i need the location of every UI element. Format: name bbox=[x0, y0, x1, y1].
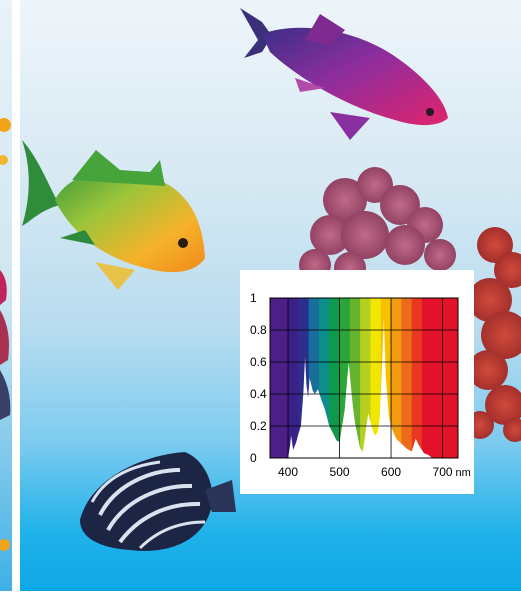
spectrum-band bbox=[339, 298, 351, 458]
spectrum-band bbox=[298, 298, 310, 458]
y-tick-label: 0 bbox=[250, 451, 257, 465]
spectrum-band bbox=[401, 298, 413, 458]
spectrum-band bbox=[270, 298, 289, 458]
spectrum-band bbox=[288, 298, 299, 458]
white-divider bbox=[12, 0, 20, 591]
plot-frame bbox=[269, 297, 459, 459]
left-strip-art bbox=[0, 118, 11, 551]
purple-coral bbox=[299, 167, 456, 284]
orange-fish-fragment bbox=[0, 155, 8, 165]
x-tick-label: 500 bbox=[330, 465, 350, 479]
spectrum-band bbox=[349, 298, 361, 458]
y-tick-label: 0.6 bbox=[250, 355, 267, 369]
spectrum-band bbox=[380, 298, 392, 458]
spectrum-band bbox=[360, 298, 371, 458]
x-tick-label: 400 bbox=[278, 465, 298, 479]
emission-curve-area bbox=[270, 317, 458, 458]
striped-angelfish bbox=[80, 452, 236, 551]
spectrum-chart-svg: 0 0.2 0.4 0.6 0.8 1 400 500 600 700 nm bbox=[250, 291, 471, 479]
spectrum-band bbox=[391, 298, 402, 458]
spectrum-band bbox=[318, 298, 330, 458]
gold-fish bbox=[22, 140, 205, 290]
x-tick-label: 700 bbox=[433, 465, 453, 479]
fish-fragment bbox=[0, 370, 11, 420]
magenta-fish bbox=[240, 8, 448, 140]
x-tick-label: 600 bbox=[381, 465, 401, 479]
red-coral bbox=[466, 227, 521, 442]
emission-curve-layer bbox=[270, 317, 458, 458]
y-tick-label: 0.2 bbox=[250, 419, 267, 433]
spectrum-band bbox=[308, 298, 320, 458]
x-axis-tick-labels: 400 500 600 700 nm bbox=[278, 465, 471, 479]
y-axis-tick-labels: 0 0.2 0.4 0.6 0.8 1 bbox=[250, 291, 267, 465]
y-tick-label: 1 bbox=[250, 291, 257, 305]
spectrum-color-bands bbox=[270, 298, 459, 458]
coral-fragment bbox=[0, 270, 7, 305]
spectrum-band bbox=[370, 298, 382, 458]
spectrum-band bbox=[329, 298, 341, 458]
orange-fish-fragment bbox=[0, 539, 10, 551]
coral-fragment bbox=[0, 310, 9, 365]
spectrum-band bbox=[421, 298, 459, 458]
left-neighbor-image-strip bbox=[0, 0, 12, 591]
emission-spectrum-chart: 0 0.2 0.4 0.6 0.8 1 400 500 600 700 nm bbox=[240, 270, 474, 494]
y-tick-label: 0.4 bbox=[250, 387, 267, 401]
spectrum-band bbox=[411, 298, 423, 458]
orange-fish-fragment bbox=[0, 118, 11, 132]
x-unit-label: nm bbox=[456, 467, 471, 479]
y-tick-label: 0.8 bbox=[250, 323, 267, 337]
